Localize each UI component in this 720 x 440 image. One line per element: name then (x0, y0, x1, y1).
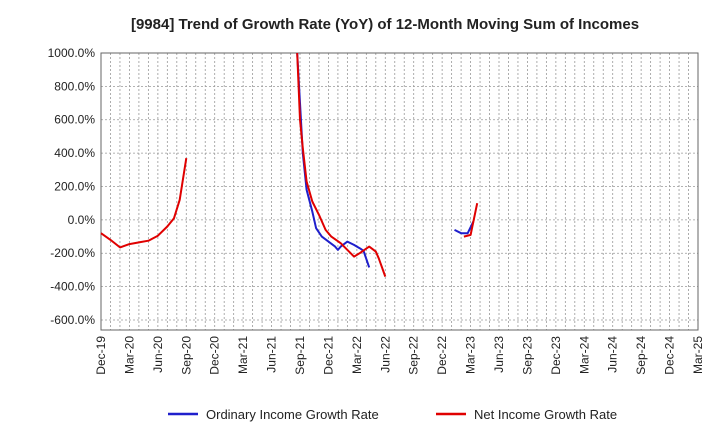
legend-label-net-income: Net Income Growth Rate (474, 407, 617, 422)
y-axis-ticks: 1000.0% 800.0% 600.0% 400.0% 200.0% 0.0% -200.… (48, 46, 96, 327)
y-tick-label: 0.0% (68, 213, 96, 227)
x-tick-label: Mar-20 (122, 336, 136, 374)
x-tick-label: Mar-24 (577, 336, 591, 374)
x-tick-label: Dec-22 (435, 336, 449, 375)
x-tick-label: Dec-21 (321, 336, 335, 375)
y-tick-label: 800.0% (54, 79, 95, 93)
x-tick-label: Dec-23 (549, 336, 563, 375)
x-tick-label: Sep-20 (179, 336, 193, 375)
x-tick-label: Dec-19 (94, 336, 108, 375)
series-line-net-income (100, 157, 188, 249)
series-line-net-income (296, 52, 387, 277)
x-tick-label: Jun-20 (151, 336, 165, 373)
x-tick-label: Jun-24 (606, 336, 620, 373)
x-tick-label: Sep-23 (520, 336, 534, 375)
legend-label-ordinary-income: Ordinary Income Growth Rate (206, 407, 379, 422)
x-tick-label: Mar-23 (464, 336, 478, 374)
chart-title: [9984] Trend of Growth Rate (YoY) of 12-… (131, 16, 639, 33)
series-lines (100, 52, 479, 277)
legend: Ordinary Income Growth Rate Net Income G… (168, 407, 617, 422)
x-tick-label: Dec-24 (663, 336, 677, 375)
x-tick-label: Jun-23 (492, 336, 506, 373)
series-line-ordinary-income (454, 221, 475, 235)
y-tick-label: -200.0% (50, 246, 95, 260)
x-tick-label: Sep-24 (634, 336, 648, 375)
x-tick-label: Sep-21 (293, 336, 307, 375)
plot-area-frame (100, 52, 699, 331)
x-tick-label: Sep-22 (407, 336, 421, 375)
y-tick-label: 1000.0% (48, 46, 96, 60)
series-line-ordinary-income (296, 52, 371, 268)
x-tick-label: Dec-20 (208, 336, 222, 375)
grid-lines (100, 52, 699, 330)
y-tick-label: -600.0% (50, 313, 95, 327)
y-tick-label: -400.0% (50, 280, 95, 294)
x-tick-label: Mar-21 (236, 336, 250, 374)
y-tick-label: 200.0% (54, 179, 95, 193)
y-tick-label: 600.0% (54, 113, 95, 127)
series-line-net-income (463, 202, 479, 238)
x-tick-label: Mar-25 (691, 336, 705, 374)
x-tick-label: Mar-22 (350, 336, 364, 374)
y-tick-label: 400.0% (54, 146, 95, 160)
x-tick-label: Jun-21 (265, 336, 279, 373)
x-tick-label: Jun-22 (378, 336, 392, 373)
x-axis-ticks: Dec-19 Mar-20 Jun-20 Sep-20 Dec-20 Mar-21 Jun-… (94, 336, 705, 375)
